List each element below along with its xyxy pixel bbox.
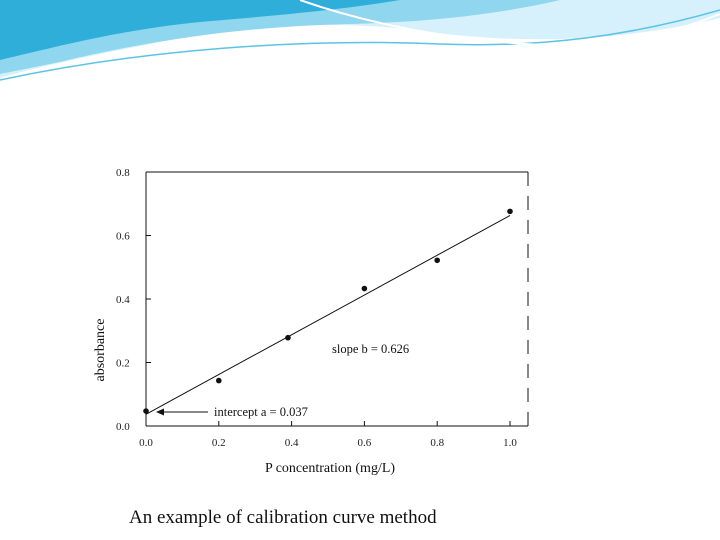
- chart-svg: 0.0 0.2 0.4 0.6 0.8 0.0 0.2 0.4 0.6 0.8 1.0 absor…: [93, 167, 529, 476]
- intercept-annotation: intercept a = 0.037: [214, 405, 308, 419]
- x-tick-label: 1.0: [503, 437, 517, 449]
- y-tick-label: 0.8: [116, 167, 130, 179]
- fit-line: [145, 215, 511, 415]
- axes: [145, 171, 529, 427]
- data-point: [285, 334, 291, 341]
- x-tick-label: 0.4: [285, 437, 299, 449]
- y-axis-ticks: 0.0 0.2 0.4 0.6 0.8: [116, 167, 151, 433]
- x-tick-label: 0.2: [212, 437, 226, 449]
- slope-annotation: slope b = 0.626: [332, 342, 409, 356]
- x-tick-label: 0.8: [430, 437, 444, 449]
- fit-line-group: [145, 215, 511, 415]
- data-point: [434, 257, 441, 264]
- data-points: [143, 208, 513, 414]
- slide-caption: An example of calibration curve method: [129, 507, 437, 528]
- decorative-banner: [0, 0, 720, 81]
- x-axis-ticks: 0.0 0.2 0.4 0.6 0.8 1.0: [139, 421, 517, 449]
- y-tick-label: 0.0: [116, 421, 130, 433]
- x-axis-title: P concentration (mg/L): [265, 461, 395, 476]
- x-tick-label: 0.0: [139, 437, 153, 449]
- x-tick-label: 0.6: [358, 437, 372, 449]
- y-tick-label: 0.6: [116, 231, 130, 243]
- data-point: [361, 285, 368, 292]
- intercept-arrow: [156, 408, 208, 416]
- data-point: [216, 377, 222, 384]
- y-tick-label: 0.2: [116, 358, 130, 370]
- data-point: [143, 408, 149, 414]
- y-axis-title: absorbance: [93, 319, 108, 382]
- y-tick-label: 0.4: [116, 294, 130, 306]
- data-point: [507, 208, 513, 215]
- calibration-chart: 0.0 0.2 0.4 0.6 0.8 0.0 0.2 0.4 0.6 0.8 1.0 absor…: [88, 160, 538, 480]
